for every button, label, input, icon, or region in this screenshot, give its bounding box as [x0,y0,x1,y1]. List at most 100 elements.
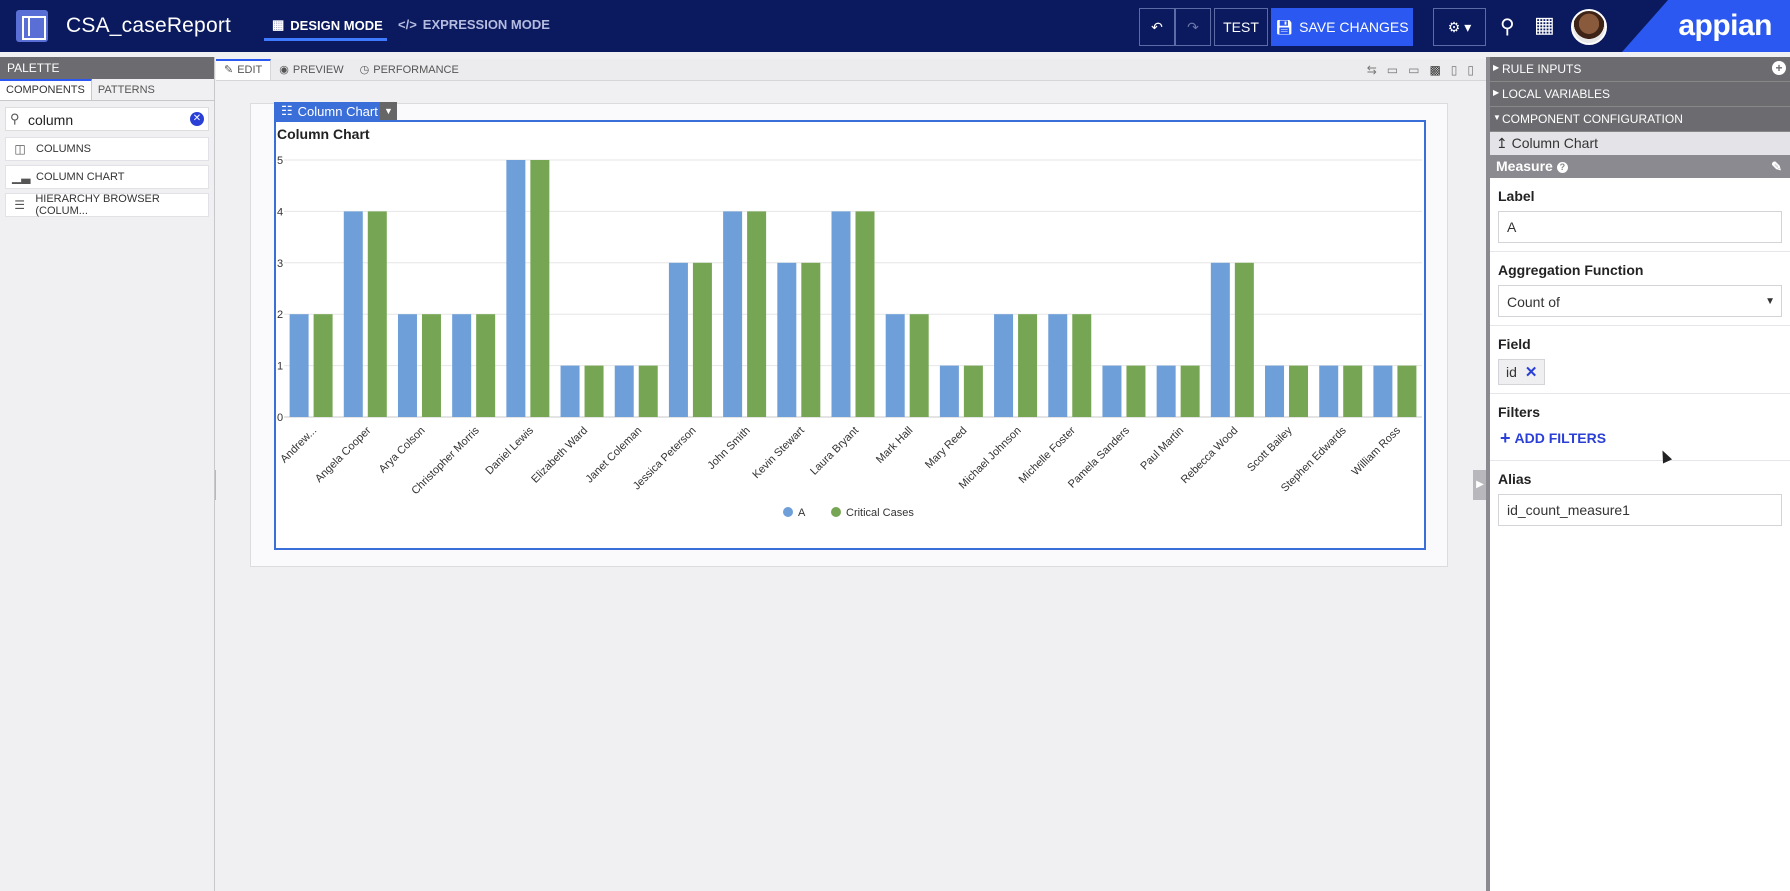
palette-item-columns[interactable]: ◫ COLUMNS [5,137,209,161]
bar-critical-cases[interactable] [801,262,821,417]
component-breadcrumb[interactable]: ↥ Column Chart [1490,132,1790,155]
alias-field-block: Alias [1490,461,1790,534]
tab-edit[interactable]: ✎ EDIT [216,59,272,80]
design-mode-label: DESIGN MODE [290,17,383,33]
bar-critical-cases[interactable] [1126,365,1146,417]
phone-icon[interactable]: ▯ [1467,63,1474,77]
help-icon[interactable]: ? [1556,162,1568,173]
bar-critical-cases[interactable] [1018,314,1038,417]
bar-critical-cases[interactable] [638,365,658,417]
add-rule-input-icon[interactable]: + [1772,61,1786,75]
bar-series-a[interactable] [939,365,959,417]
bar-series-a[interactable] [1373,365,1393,417]
bar-series-a[interactable] [777,262,797,417]
save-changes-label: SAVE CHANGES [1299,19,1409,35]
bar-critical-cases[interactable] [1234,262,1254,417]
tab-patterns[interactable]: PATTERNS [97,84,155,96]
bar-critical-cases[interactable] [909,314,929,417]
test-button[interactable]: TEST [1214,8,1268,46]
bar-series-a[interactable] [506,160,526,417]
clear-search-icon[interactable]: ✕ [190,112,204,126]
bar-series-a[interactable] [1319,365,1339,417]
bar-series-a[interactable] [1156,365,1176,417]
bar-critical-cases[interactable] [1397,365,1417,417]
expression-mode-tab[interactable]: </> EXPRESSION MODE [398,17,550,32]
palette-item-label: COLUMNS [36,143,92,155]
bar-critical-cases[interactable] [1343,365,1363,417]
bar-critical-cases[interactable] [855,211,875,417]
bar-critical-cases[interactable] [313,314,333,417]
bar-critical-cases[interactable] [1072,314,1092,417]
hierarchy-icon: ☷ [281,103,293,118]
component-menu-dropdown[interactable]: ▼ [380,102,397,120]
user-avatar[interactable] [1571,9,1607,45]
bar-series-a[interactable] [668,262,688,417]
selected-component-tag[interactable]: ☷ Column Chart [274,102,385,120]
aggregation-function-select[interactable]: Count of ▼ [1498,285,1782,317]
wide-desktop-icon[interactable]: ▭ [1386,63,1399,77]
save-changes-button[interactable]: 💾︎ SAVE CHANGES [1271,8,1413,46]
bar-series-a[interactable] [885,314,905,417]
remove-field-icon[interactable]: ✕ [1524,364,1538,381]
column-chart[interactable]: Column Chart 0 1 2 3 4 5 Andrew... Angela Coop… [274,120,1426,550]
bar-critical-cases[interactable] [1289,365,1309,417]
bar-series-a[interactable] [723,211,743,417]
monitor-icon[interactable]: ▩ [1429,63,1441,77]
bar-critical-cases[interactable] [584,365,604,417]
palette-item-hierarchy-browser[interactable]: ☰ HIERARCHY BROWSER (COLUM... [5,193,209,217]
bar-series-a[interactable] [1210,262,1230,417]
chart-legend: A Critical Cases [783,507,914,519]
tab-edit-label: EDIT [237,63,263,76]
global-search-icon[interactable]: ⚲ [1500,16,1515,38]
bar-critical-cases[interactable] [747,211,767,417]
section-local-variables[interactable]: ▶ LOCAL VARIABLES [1490,82,1790,107]
edit-icon[interactable]: ✎ [1771,159,1782,174]
bar-critical-cases[interactable] [476,314,496,417]
desktop-icon[interactable]: ▭ [1408,63,1420,77]
bar-series-a[interactable] [397,314,417,417]
bar-critical-cases[interactable] [421,314,441,417]
app-layout-icon[interactable] [16,10,48,42]
alias-input[interactable] [1498,494,1782,526]
bar-series-a[interactable] [1265,365,1285,417]
undo-button[interactable]: ↶ [1139,8,1175,46]
fit-width-icon[interactable]: ⇆ [1366,63,1377,77]
section-component-configuration[interactable]: ▼ COMPONENT CONFIGURATION [1490,107,1790,132]
tab-components[interactable]: COMPONENTS [0,79,92,100]
x-tick-label: Daniel Lewis [483,424,536,477]
filters-title: Filters [1498,404,1541,420]
design-mode-tab[interactable]: ▦ DESIGN MODE [264,17,387,41]
bar-series-a[interactable] [614,365,634,417]
app-grid-icon[interactable]: ▦ [1534,12,1555,37]
bar-chart-icon: ▁▃ [12,170,31,184]
bar-critical-cases[interactable] [367,211,387,417]
bar-series-a[interactable] [1048,314,1068,417]
bar-series-a[interactable] [343,211,363,417]
x-tick-label: Kevin Stewart [750,425,806,481]
tablet-icon[interactable]: ▯ [1450,63,1458,77]
palette-search-input[interactable] [28,110,188,130]
redo-button[interactable]: ↷ [1175,8,1211,46]
y-tick-label: 4 [277,206,283,218]
section-rule-inputs[interactable]: ▶ RULE INPUTS + [1490,57,1790,82]
legend-label[interactable]: Critical Cases [846,507,914,519]
collapse-config-handle[interactable]: ▶ [1473,470,1487,500]
tab-performance[interactable]: ◷ PERFORMANCE [352,59,467,80]
legend-label[interactable]: A [798,507,806,519]
bar-series-a[interactable] [289,314,309,417]
bar-critical-cases[interactable] [963,365,983,417]
palette-item-column-chart[interactable]: ▁▃ COLUMN CHART [5,165,209,189]
bar-series-a[interactable] [1102,365,1122,417]
bar-critical-cases[interactable] [692,262,712,417]
tab-preview[interactable]: ◉ PREVIEW [271,59,351,80]
bar-series-a[interactable] [452,314,472,417]
add-filters-button[interactable]: + ADD FILTERS [1500,429,1782,447]
bar-critical-cases[interactable] [1180,365,1200,417]
settings-menu-button[interactable]: ⚙ ▾ [1433,8,1486,46]
bar-series-a[interactable] [994,314,1014,417]
bar-series-a[interactable] [831,211,851,417]
label-input[interactable] [1498,211,1782,243]
collapse-arrow-icon: ▼ [1493,113,1501,122]
bar-series-a[interactable] [560,365,580,417]
bar-critical-cases[interactable] [530,160,550,417]
